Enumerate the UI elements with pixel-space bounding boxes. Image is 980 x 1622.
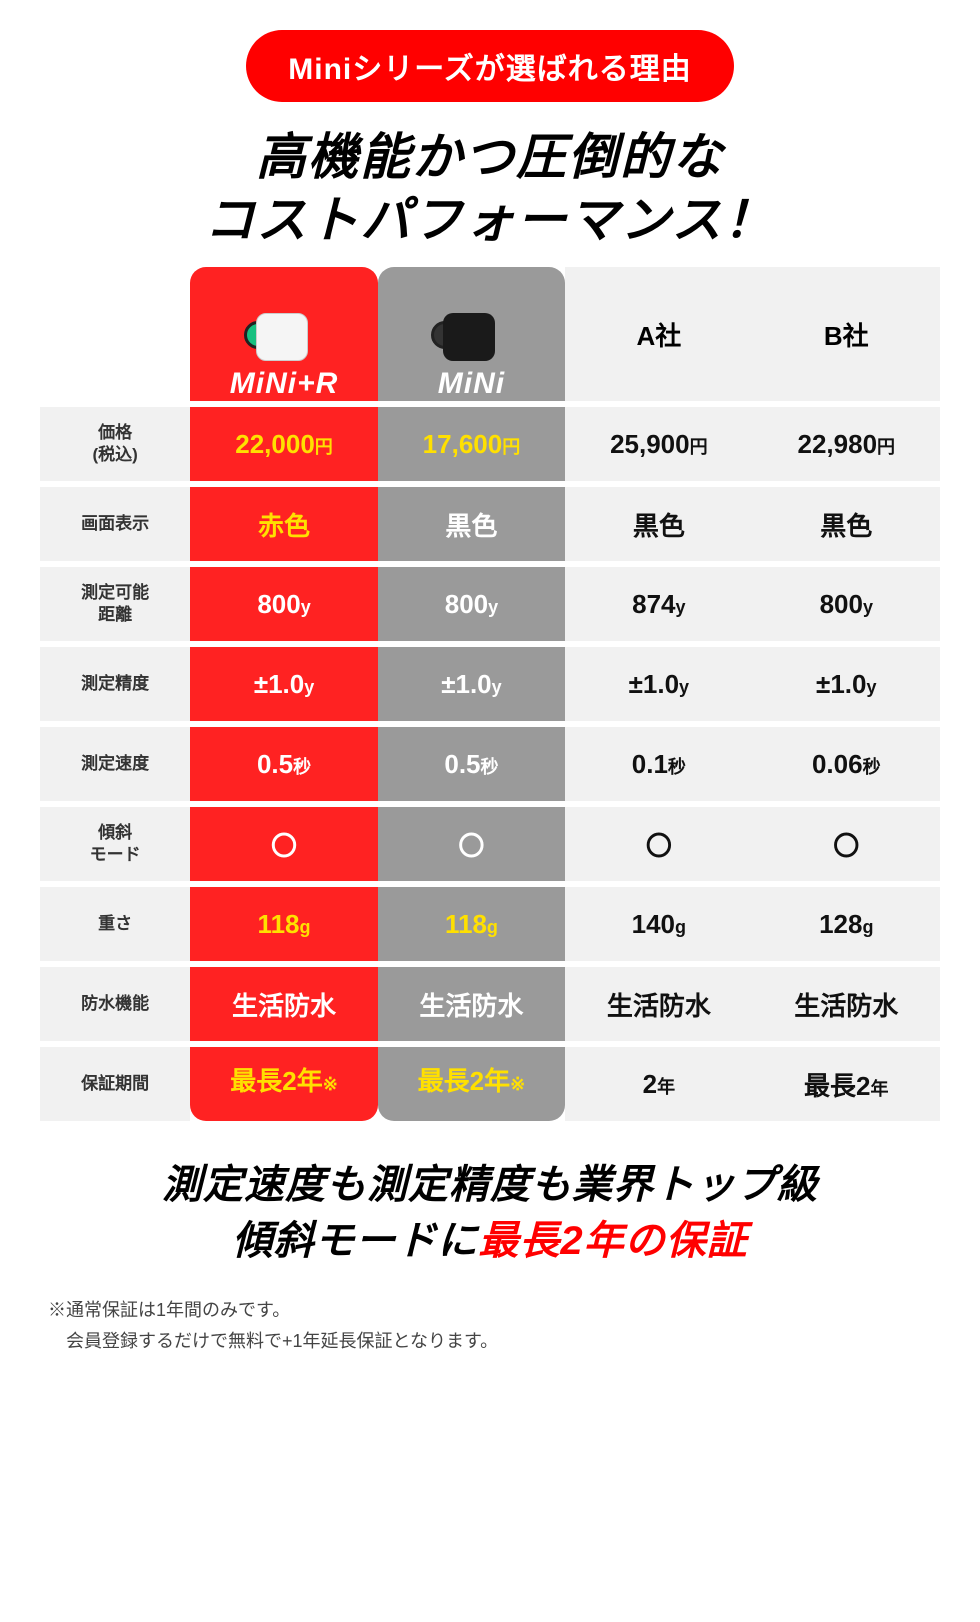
col-header-b: B社 [753,267,940,401]
table-cell: 0.5秒 [378,727,565,801]
table-row: 重さ118g118g140g128g [40,887,940,961]
table-row: 保証期間最長2年※最長2年※2年最長2年 [40,1047,940,1121]
table-cell: 0.06秒 [753,727,940,801]
table-cell: 874y [565,567,752,641]
table-cell: 140g [565,887,752,961]
table-cell: 118g [190,887,377,961]
table-cell: 〇 [565,807,752,881]
col-title-4: B社 [753,316,940,353]
col-header-a: A社 [565,267,752,401]
table-cell: 黒色 [565,487,752,561]
table: MiNi+R MiNi A社 B社 価格(税込)22,000円17,600円25… [40,261,940,1127]
table-row: 測定精度±1.0y±1.0y±1.0y±1.0y [40,647,940,721]
table-cell: 生活防水 [753,967,940,1041]
tagline-line1: 測定速度も測定精度も業界トップ級 [162,1163,818,1207]
tagline: 測定速度も測定精度も業界トップ級 傾斜モードに最長2年の保証 [40,1157,940,1269]
row-label: 測定可能距離 [40,567,190,641]
table-cell: 22,980円 [753,407,940,481]
table-cell: 0.5秒 [190,727,377,801]
table-header-row: MiNi+R MiNi A社 B社 [40,267,940,401]
table-cell: 〇 [378,807,565,881]
header-empty [40,267,190,401]
table-cell: 17,600円 [378,407,565,481]
table-cell: ±1.0y [565,647,752,721]
row-label: 保証期間 [40,1047,190,1121]
table-cell: ±1.0y [378,647,565,721]
col-title-2: MiNi [378,367,565,401]
tagline-line2a: 傾斜モードに [232,1219,478,1263]
headline-line1: 高機能かつ圧倒的な [256,129,724,185]
col-header-mini-r: MiNi+R [190,267,377,401]
tagline-line2b: 最長2年の保証 [478,1219,747,1263]
comparison-table: MiNi+R MiNi A社 B社 価格(税込)22,000円17,600円25… [40,261,940,1127]
table-cell: 生活防水 [190,967,377,1041]
table-cell: 最長2年 [753,1047,940,1121]
table-cell: 22,000円 [190,407,377,481]
row-label: 防水機能 [40,967,190,1041]
table-cell: 〇 [753,807,940,881]
table-row: 防水機能生活防水生活防水生活防水生活防水 [40,967,940,1041]
col-title-3: A社 [565,316,752,353]
footnote: ※通常保証は1年間のみです。 会員登録するだけで無料で+1年延長保証となります。 [40,1295,940,1356]
table-cell: 118g [378,887,565,961]
table-cell: 黒色 [378,487,565,561]
table-cell: 25,900円 [565,407,752,481]
table-row: 測定速度0.5秒0.5秒0.1秒0.06秒 [40,727,940,801]
table-cell: ±1.0y [753,647,940,721]
product-image-mini [378,277,565,367]
table-cell: 生活防水 [565,967,752,1041]
table-cell: 128g [753,887,940,961]
footnote-line2: 会員登録するだけで無料で+1年延長保証となります。 [48,1331,498,1351]
table-cell: 最長2年※ [378,1047,565,1121]
table-cell: 800y [378,567,565,641]
badge-wrap: Miniシリーズが選ばれる理由 [40,30,940,102]
headline-line2: コストパフォーマンス！ [205,192,776,248]
table-cell: 黒色 [753,487,940,561]
table-cell: 800y [753,567,940,641]
table-row: 画面表示赤色黒色黒色黒色 [40,487,940,561]
table-cell: ±1.0y [190,647,377,721]
table-row: 測定可能距離800y800y874y800y [40,567,940,641]
headline: 高機能かつ圧倒的な コストパフォーマンス！ [40,126,940,251]
table-row: 価格(税込)22,000円17,600円25,900円22,980円 [40,407,940,481]
table-cell: 2年 [565,1047,752,1121]
row-label: 価格(税込) [40,407,190,481]
section-badge: Miniシリーズが選ばれる理由 [246,30,734,102]
col-title-1: MiNi+R [190,367,377,401]
table-cell: 生活防水 [378,967,565,1041]
row-label: 傾斜モード [40,807,190,881]
col-header-mini: MiNi [378,267,565,401]
row-label: 重さ [40,887,190,961]
table-cell: 800y [190,567,377,641]
footnote-line1: ※通常保証は1年間のみです。 [48,1300,290,1320]
table-cell: 0.1秒 [565,727,752,801]
table-cell: 〇 [190,807,377,881]
row-label: 画面表示 [40,487,190,561]
table-cell: 最長2年※ [190,1047,377,1121]
table-cell: 赤色 [190,487,377,561]
row-label: 測定精度 [40,647,190,721]
table-row: 傾斜モード〇〇〇〇 [40,807,940,881]
product-image-mini-r [190,277,377,367]
row-label: 測定速度 [40,727,190,801]
